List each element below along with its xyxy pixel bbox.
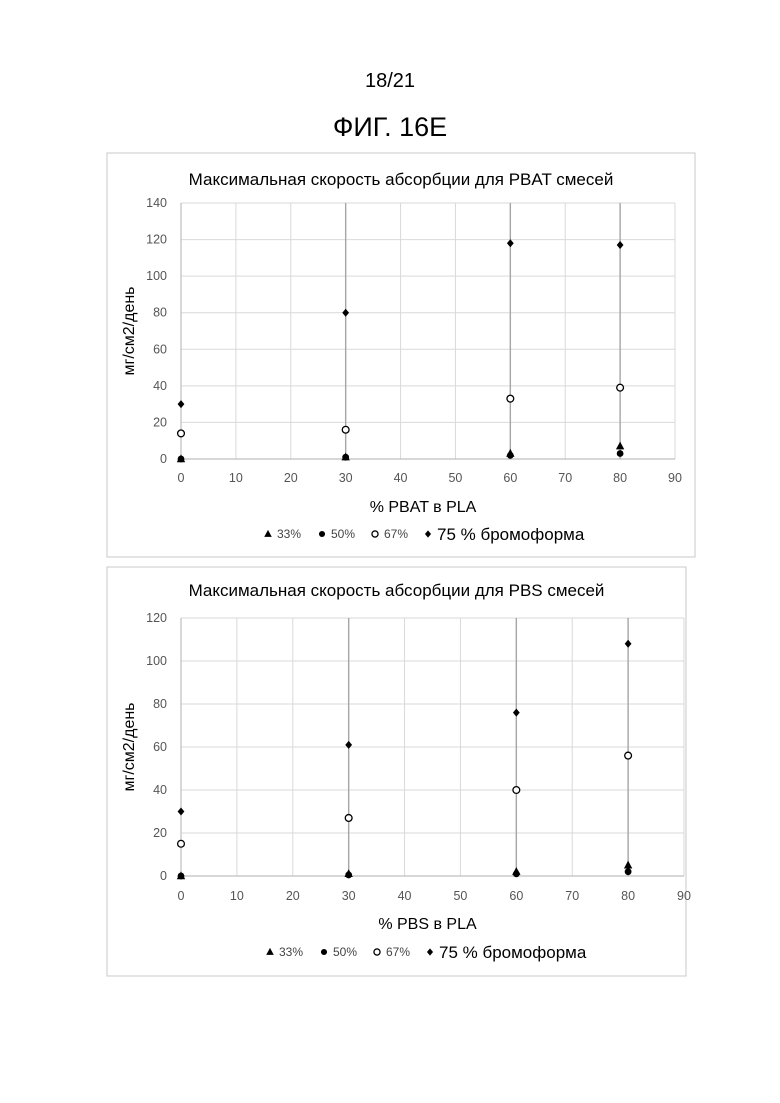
data-point <box>625 752 632 759</box>
data-point <box>345 872 352 879</box>
x-tick-label: 20 <box>286 889 300 903</box>
data-point <box>178 400 185 408</box>
data-point <box>178 808 185 816</box>
x-tick-label: 50 <box>448 471 462 485</box>
y-tick-label: 20 <box>153 826 167 840</box>
data-point <box>513 787 520 794</box>
y-tick-label: 40 <box>153 379 167 393</box>
x-tick-label: 10 <box>230 889 244 903</box>
legend-label: 75 % бромоформа <box>437 525 585 544</box>
data-point <box>616 442 624 450</box>
x-tick-label: 80 <box>621 889 635 903</box>
x-tick-label: 60 <box>503 471 517 485</box>
legend: 33% 50% 67% 75 % бромоформа <box>264 525 585 544</box>
x-tick-label: 90 <box>668 471 682 485</box>
x-tick-label: 60 <box>509 889 523 903</box>
chart-title: Максимальная скорость абсорбции для PBS … <box>189 581 605 600</box>
legend-label: 33% <box>277 527 301 541</box>
data-point <box>345 815 352 822</box>
x-tick-label: 30 <box>339 471 353 485</box>
x-axis-label: % PBAT в PLA <box>370 499 477 516</box>
data-point <box>342 426 349 433</box>
legend-label: 50% <box>331 527 355 541</box>
legend-marker <box>319 531 325 537</box>
y-tick-label: 120 <box>146 233 167 247</box>
data-point <box>617 241 624 249</box>
y-tick-label: 40 <box>153 783 167 797</box>
data-point <box>513 709 520 717</box>
chart-frame <box>107 567 686 976</box>
y-tick-label: 60 <box>153 342 167 356</box>
data-point <box>345 741 352 749</box>
data-point <box>178 456 185 463</box>
legend-label: 67% <box>384 527 408 541</box>
y-tick-label: 20 <box>153 415 167 429</box>
y-tick-label: 100 <box>146 654 167 668</box>
legend-marker <box>372 531 378 537</box>
data-point <box>178 873 185 880</box>
data-point <box>507 395 514 402</box>
legend-label: 67% <box>386 945 410 959</box>
y-tick-label: 60 <box>153 740 167 754</box>
legend: 33% 50% 67% 75 % бромоформа <box>266 943 587 962</box>
legend-marker <box>374 949 380 955</box>
x-tick-label: 30 <box>342 889 356 903</box>
data-point <box>507 239 514 247</box>
y-tick-label: 80 <box>153 697 167 711</box>
data-point <box>178 430 185 437</box>
legend-label: 33% <box>279 945 303 959</box>
data-point <box>342 309 349 317</box>
x-tick-label: 40 <box>398 889 412 903</box>
legend-marker <box>425 530 431 537</box>
x-axis-label: % PBS в PLA <box>378 916 477 933</box>
x-tick-label: 70 <box>565 889 579 903</box>
data-point <box>178 840 185 847</box>
x-tick-label: 70 <box>558 471 572 485</box>
x-tick-label: 80 <box>613 471 627 485</box>
y-axis-label: мг/см2/день <box>121 702 138 791</box>
data-point <box>624 861 632 869</box>
data-point <box>625 868 632 875</box>
chart-1: Максимальная скорость абсорбции для PBAT… <box>107 153 695 557</box>
legend-label: 50% <box>333 945 357 959</box>
y-tick-label: 0 <box>160 869 167 883</box>
y-tick-label: 140 <box>146 196 167 210</box>
legend-marker <box>321 949 327 955</box>
y-axis-label: мг/см2/день <box>121 286 138 375</box>
data-point <box>507 452 514 459</box>
y-tick-label: 0 <box>160 452 167 466</box>
x-tick-label: 0 <box>178 471 185 485</box>
x-tick-label: 90 <box>677 889 691 903</box>
x-tick-label: 10 <box>229 471 243 485</box>
chart-title: Максимальная скорость абсорбции для PBAT… <box>189 170 614 189</box>
x-tick-label: 20 <box>284 471 298 485</box>
legend-marker <box>266 948 274 955</box>
data-point <box>342 454 349 461</box>
data-point <box>513 870 520 877</box>
chart-2: Максимальная скорость абсорбции для PBS … <box>107 567 691 976</box>
data-point <box>617 384 624 391</box>
data-point <box>617 450 624 457</box>
x-tick-label: 0 <box>178 889 185 903</box>
y-tick-label: 80 <box>153 306 167 320</box>
data-point <box>625 640 632 648</box>
legend-marker <box>427 948 433 955</box>
x-tick-label: 40 <box>394 471 408 485</box>
legend-marker <box>264 530 272 537</box>
x-tick-label: 50 <box>453 889 467 903</box>
y-tick-label: 120 <box>146 611 167 625</box>
legend-label: 75 % бромоформа <box>439 943 587 962</box>
y-tick-label: 100 <box>146 269 167 283</box>
